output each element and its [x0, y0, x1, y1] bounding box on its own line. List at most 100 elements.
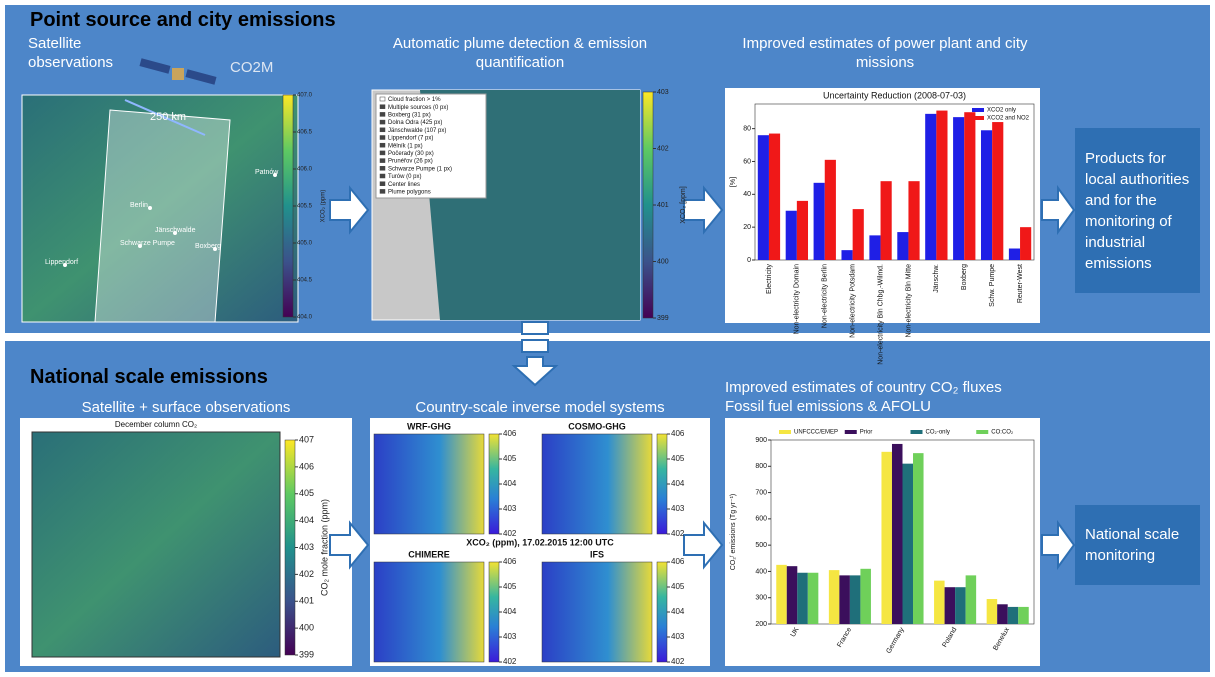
y-tick-label: 700	[755, 489, 767, 496]
plume-legend-entry: Plume polygons	[388, 189, 431, 195]
y-tick-label: 800	[755, 463, 767, 470]
city-marker	[138, 244, 142, 248]
colorbar-tick-label: 404	[671, 607, 685, 616]
x-tick-label: Non-electricity Potsdam	[849, 264, 856, 338]
x-tick-label: Jänschw.	[933, 264, 940, 293]
colorbar-tick-label: 407	[299, 434, 314, 444]
x-tick-label: Non-electricity Bln Mitte	[905, 264, 912, 338]
colorbar-tick-label: 402	[671, 657, 685, 666]
chart-title: Uncertainty Reduction (2008-07-03)	[823, 90, 966, 100]
colorbar-label: XCO₂ [ppm]	[680, 186, 687, 223]
legend-swatch	[844, 430, 857, 434]
map-title: December column CO₂	[115, 420, 197, 429]
colorbar-tick-label: 405	[503, 582, 517, 591]
legend-swatch	[379, 150, 386, 156]
arrows	[329, 184, 1076, 571]
colorbar-tick-label: 402	[503, 529, 517, 538]
legend-swatch	[379, 112, 386, 117]
colorbar-tick-label: 402	[671, 529, 685, 538]
colorbar-tick-label: 405	[503, 454, 517, 463]
plume-legend-entry: Multiple sources (0 px)	[388, 105, 448, 111]
bar	[936, 110, 948, 260]
bar	[897, 232, 909, 260]
bar	[1008, 248, 1021, 260]
legend-swatch	[379, 119, 386, 125]
product-box: National scale monitoring	[1075, 505, 1200, 585]
colorbar-tick-label: 407.0	[297, 93, 313, 99]
satellite-map	[21, 94, 299, 323]
bar	[1007, 606, 1019, 624]
plume-legend-entry: Jänschwalde (107 px)	[388, 128, 446, 134]
colorbar-tick-label: 404	[299, 515, 314, 525]
bar	[796, 200, 809, 260]
bar	[880, 181, 892, 260]
bar	[997, 604, 1008, 624]
colorbar-tick-label: 406.5	[297, 130, 313, 136]
x-tick-label: Electricity	[766, 264, 773, 294]
bar	[785, 210, 797, 260]
city-marker	[63, 263, 67, 267]
colorbar-tick-label: 405	[299, 488, 314, 498]
colorbar-label: XCO₂ (ppm)	[321, 190, 327, 223]
colorbar-label: CO₂ mole fraction (ppm)	[319, 499, 329, 596]
colorbar-tick-label: 403	[657, 89, 669, 96]
x-tick-label: Boxberg	[961, 264, 968, 290]
colorbar	[642, 91, 654, 319]
colorbar-tick-label: 403	[671, 632, 685, 641]
bar	[828, 570, 840, 624]
legend-entry: XCO2 only	[987, 108, 1016, 114]
section-title: National scale emissions	[30, 366, 268, 388]
colorbar-tick-label: 404	[503, 607, 517, 616]
bar	[964, 112, 976, 260]
plume-legend-entry: Prunéřov (26 px)	[388, 159, 433, 165]
bar	[869, 235, 881, 260]
bar	[953, 117, 965, 260]
legend-swatch	[379, 173, 386, 179]
bar	[797, 572, 808, 624]
colorbar-tick-label: 406	[671, 557, 685, 566]
plume-legend-entry: Turów (0 px)	[388, 174, 421, 180]
x-tick-label: UK	[790, 626, 801, 638]
y-tick-label: 300	[755, 595, 767, 602]
y-tick-label: 400	[755, 568, 767, 575]
plume-legend-entry: Boxberg (31 px)	[388, 112, 431, 118]
legend-entry: CO:CO₂	[991, 430, 1014, 436]
satellite-icon	[139, 58, 217, 85]
bar	[841, 250, 853, 260]
x-tick-label: Reuter-West	[1017, 264, 1024, 303]
colorbar-tick-label: 401	[299, 596, 314, 606]
caption: Improved estimates of country CO₂ fluxes	[725, 379, 1002, 396]
legend-swatch	[972, 116, 984, 120]
y-axis-label: CO₂ᶠ emissions (Tg yr⁻¹)	[730, 494, 737, 570]
y-tick-label: 600	[755, 516, 767, 523]
bar	[807, 572, 819, 624]
city-marker	[273, 173, 277, 177]
colorbar	[488, 433, 500, 535]
colorbar-tick-label: 403	[503, 632, 517, 641]
colorbar-tick-label: 399	[657, 315, 669, 322]
colorbar-tick-label: 406	[299, 461, 314, 471]
plume-legend-entry: Dolna Odra (425 px)	[388, 120, 442, 126]
y-tick-label: 40	[743, 191, 751, 198]
bar	[908, 181, 920, 260]
legend-swatch	[379, 104, 386, 109]
colorbar-tick-label: 400	[299, 623, 314, 633]
caption: Satellite + surface observations	[81, 399, 291, 416]
bar	[776, 564, 787, 624]
colorbar-tick-label: 403	[671, 504, 685, 513]
model-name: WRF-GHG	[407, 421, 451, 431]
city-label: Schwarze Pumpe	[120, 240, 175, 247]
bar	[849, 575, 861, 624]
colorbar	[656, 433, 668, 535]
colorbar-tick-label: 404.5	[297, 278, 313, 284]
colorbar-tick-label: 402	[657, 145, 669, 152]
legend-swatch	[379, 158, 386, 163]
caption: Improved estimates of power plant and ci…	[742, 35, 1028, 71]
legend-swatch	[379, 135, 386, 140]
city-label: Jänschwalde	[155, 227, 196, 234]
legend-swatch	[779, 430, 791, 434]
model-map	[373, 561, 485, 663]
y-tick-label: 500	[755, 542, 767, 549]
bar	[881, 451, 892, 624]
colorbar-tick-label: 404	[671, 479, 685, 488]
